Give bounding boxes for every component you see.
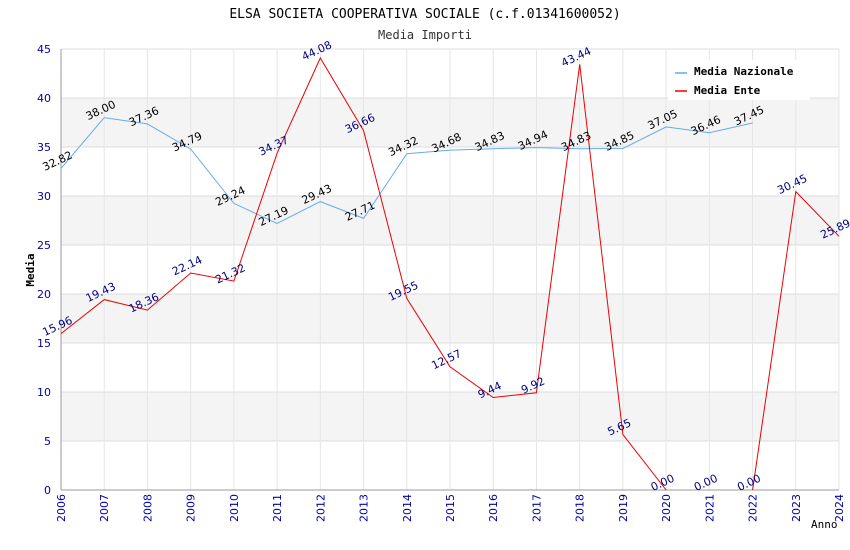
x-tick-label: 2014 [401,494,414,522]
data-label-media-ente: 44.08 [300,38,334,63]
y-tick-label: 25 [37,239,51,252]
axes [60,49,839,491]
y-tick-label: 40 [37,92,51,105]
data-label-media-ente: 30.45 [775,172,809,197]
data-label-media-ente: 0.00 [649,472,677,494]
x-tick-label: 2019 [617,494,630,522]
x-tick-label: 2008 [141,494,154,522]
x-tick-label: 2015 [444,494,457,522]
chart-title: ELSA SOCIETA COOPERATIVA SOCIALE (c.f.01… [229,7,620,22]
y-axis-title: Media [24,253,37,286]
series-line-media-nazionale [60,117,753,225]
x-tick-label: 2023 [790,494,803,522]
y-tick-label: 5 [44,435,51,448]
x-tick-label: 2018 [574,494,587,522]
x-tick-label: 2009 [185,494,198,522]
x-tick-label: 2021 [703,494,716,522]
x-tick-label: 2012 [314,494,327,522]
y-tick-label: 45 [37,43,51,56]
x-tick-label: 2006 [55,494,68,522]
y-tick-label: 30 [37,190,51,203]
y-tick-label: 35 [37,141,51,154]
x-tick-label: 2013 [358,494,371,522]
legend-label-media-ente: Media Ente [694,84,761,97]
legend-box [668,60,810,100]
data-label-media-ente: 0.00 [735,472,763,494]
legend: Media Nazionale Media Ente [668,60,810,100]
data-label-media-ente: 43.44 [559,45,593,70]
y-tick-label: 15 [37,337,51,350]
y-tick-label: 10 [37,386,51,399]
x-tick-label: 2017 [530,494,543,522]
chart-subtitle: Media Importi [378,28,472,42]
x-tick-label: 2024 [833,494,846,522]
x-tick-labels: 2006 2007 2008 2009 2010 2011 2012 2013 2014 2015… [55,494,846,522]
x-tick-label: 2011 [271,494,284,522]
x-tick-label: 2022 [747,494,760,522]
x-tick-label: 2010 [228,494,241,522]
x-tick-label: 2007 [98,494,111,522]
data-label-media-ente: 0.00 [692,472,720,494]
y-tick-label: 20 [37,288,51,301]
legend-label-media-nazionale: Media Nazionale [694,65,794,78]
y-tick-labels: 0 5 10 15 20 25 30 35 40 45 [37,43,51,497]
y-tick-label: 0 [44,484,51,497]
series-lines [60,56,840,491]
data-label-media-ente: 12.57 [429,347,463,372]
x-axis-title: Anno [811,518,838,531]
series-line-media-ente [60,56,840,491]
x-tick-label: 2020 [660,494,673,522]
data-label-media-ente: 21.32 [213,261,247,286]
x-tick-label: 2016 [487,494,500,522]
